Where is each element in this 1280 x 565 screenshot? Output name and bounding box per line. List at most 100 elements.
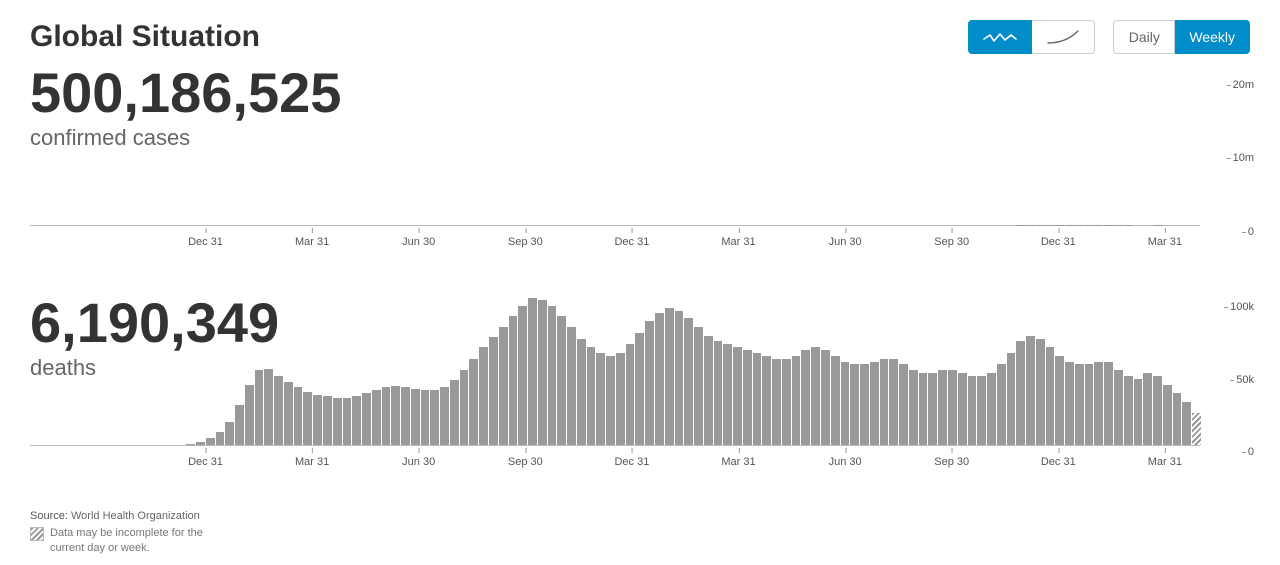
chart-bar <box>1026 336 1035 445</box>
chart-bar <box>225 422 234 445</box>
y-tick: 0 <box>1248 226 1254 238</box>
chart-bar <box>753 353 762 445</box>
x-tick: Dec 31 <box>1041 456 1076 468</box>
deaths-label: deaths <box>30 355 279 381</box>
dashboard-page: Global Situation Daily Weekly <box>0 0 1280 565</box>
chart-bar <box>1182 402 1191 445</box>
chart-bar <box>440 387 449 445</box>
chart-bar <box>655 313 664 445</box>
chart-bar <box>880 359 889 445</box>
chart-bar <box>235 405 244 445</box>
chart-bar <box>645 321 654 445</box>
x-tick: Dec 31 <box>188 236 223 248</box>
log-scale-button[interactable] <box>1032 20 1095 54</box>
deaths-panel: 6,190,349 deaths 050k100k Dec 31Mar 31Ju… <box>30 294 1250 474</box>
chart-bar <box>1075 364 1084 445</box>
chart-bar <box>958 373 967 445</box>
chart-bar <box>372 390 381 445</box>
chart-bar <box>723 344 732 445</box>
chart-bar <box>323 396 332 445</box>
log-icon <box>1046 29 1080 45</box>
chart-bar <box>772 359 781 445</box>
chart-bar <box>977 376 986 445</box>
chart-bar <box>1134 379 1143 445</box>
chart-bar <box>850 364 859 445</box>
chart-bar <box>1143 373 1152 445</box>
hatch-swatch-icon <box>30 527 44 541</box>
cases-x-axis: Dec 31Mar 31Jun 30Sep 30Dec 31Mar 31Jun … <box>30 228 1200 254</box>
header-row: Global Situation Daily Weekly <box>30 20 1250 54</box>
chart-bar <box>518 306 527 445</box>
x-tick: Mar 31 <box>295 456 329 468</box>
chart-bar <box>255 370 264 445</box>
source-value: World Health Organization <box>71 510 200 522</box>
chart-bar <box>997 364 1006 445</box>
chart-bar <box>557 316 566 445</box>
x-tick: Dec 31 <box>188 456 223 468</box>
linear-icon <box>983 29 1017 45</box>
weekly-button[interactable]: Weekly <box>1175 20 1250 54</box>
chart-bar <box>1036 339 1045 445</box>
chart-bar <box>1124 376 1133 445</box>
chart-bar <box>762 356 771 445</box>
chart-bar <box>1065 362 1074 445</box>
chart-bar <box>548 306 557 445</box>
x-tick: Sep 30 <box>508 456 543 468</box>
chart-bar <box>1055 356 1064 445</box>
chart-bar <box>831 356 840 445</box>
cases-y-axis: 010m20m <box>1208 64 1254 226</box>
chart-bar <box>626 344 635 445</box>
chart-bar <box>694 327 703 445</box>
x-tick: Sep 30 <box>934 456 969 468</box>
chart-bar <box>675 311 684 445</box>
chart-bar <box>919 373 928 445</box>
x-tick: Dec 31 <box>614 456 649 468</box>
chart-bar <box>587 347 596 445</box>
y-tick: 50k <box>1236 374 1254 386</box>
deaths-kpi: 6,190,349 deaths <box>30 294 279 381</box>
chart-bar <box>343 398 352 445</box>
y-tick: 100k <box>1230 301 1254 313</box>
chart-bar <box>460 370 469 445</box>
chart-bar <box>196 442 205 445</box>
linear-scale-button[interactable] <box>968 20 1032 54</box>
chart-bar <box>421 390 430 445</box>
chart-bar <box>509 316 518 445</box>
chart-bar <box>987 373 996 445</box>
chart-bar <box>1094 362 1103 445</box>
chart-bar <box>186 444 195 445</box>
chart-bar <box>1007 353 1016 445</box>
x-tick: Dec 31 <box>614 236 649 248</box>
chart-bar <box>860 364 869 445</box>
chart-bar <box>382 387 391 445</box>
chart-bar <box>704 336 713 445</box>
chart-bar <box>352 396 361 445</box>
chart-bar <box>870 362 879 445</box>
chart-bar <box>1046 347 1055 445</box>
daily-button[interactable]: Daily <box>1113 20 1175 54</box>
cases-label: confirmed cases <box>30 125 341 151</box>
incomplete-note-text: Data may be incomplete for the current d… <box>50 526 240 555</box>
chart-bar <box>1085 364 1094 445</box>
chart-bar <box>841 362 850 445</box>
x-tick: Mar 31 <box>295 236 329 248</box>
chart-bar <box>733 347 742 445</box>
deaths-total: 6,190,349 <box>30 294 279 353</box>
chart-bar <box>567 327 576 445</box>
chart-bar <box>469 359 478 445</box>
chart-bar <box>284 382 293 445</box>
chart-bar <box>489 337 498 445</box>
x-tick: Jun 30 <box>829 236 862 248</box>
chart-bar <box>714 341 723 445</box>
x-tick: Mar 31 <box>1148 456 1182 468</box>
chart-bar <box>684 318 693 445</box>
y-tick: 0 <box>1248 446 1254 458</box>
chart-bar <box>538 300 547 445</box>
chart-bar <box>577 339 586 445</box>
chart-bar <box>528 298 537 445</box>
x-tick: Sep 30 <box>508 236 543 248</box>
chart-bar <box>303 392 312 445</box>
x-tick: Jun 30 <box>829 456 862 468</box>
scale-toggle-group <box>968 20 1095 54</box>
chart-bar <box>499 327 508 445</box>
